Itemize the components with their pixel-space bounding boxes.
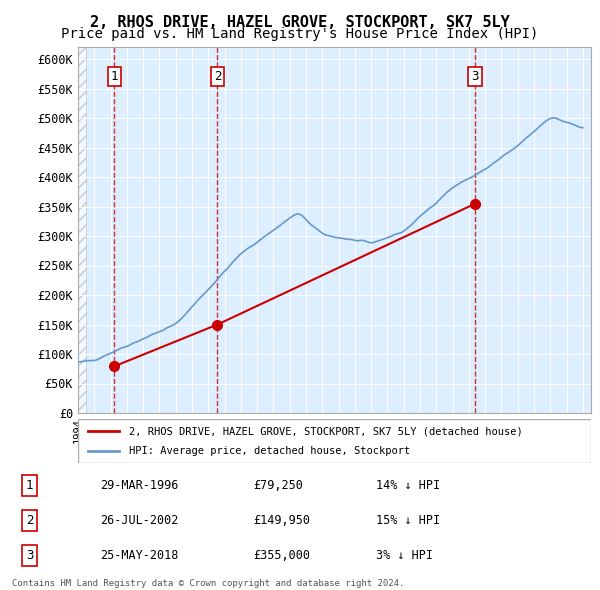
Text: 15% ↓ HPI: 15% ↓ HPI bbox=[376, 514, 440, 527]
Text: 25-MAY-2018: 25-MAY-2018 bbox=[100, 549, 178, 562]
Text: 2, RHOS DRIVE, HAZEL GROVE, STOCKPORT, SK7 5LY: 2, RHOS DRIVE, HAZEL GROVE, STOCKPORT, S… bbox=[90, 15, 510, 30]
Text: 26-JUL-2002: 26-JUL-2002 bbox=[100, 514, 178, 527]
Text: 2, RHOS DRIVE, HAZEL GROVE, STOCKPORT, SK7 5LY (detached house): 2, RHOS DRIVE, HAZEL GROVE, STOCKPORT, S… bbox=[130, 427, 523, 436]
Text: £79,250: £79,250 bbox=[253, 479, 303, 492]
Text: 2: 2 bbox=[214, 70, 221, 83]
Text: Contains HM Land Registry data © Crown copyright and database right 2024.
This d: Contains HM Land Registry data © Crown c… bbox=[12, 579, 404, 590]
FancyBboxPatch shape bbox=[78, 419, 591, 463]
Text: 1: 1 bbox=[26, 479, 33, 492]
Text: £149,950: £149,950 bbox=[253, 514, 310, 527]
Text: Price paid vs. HM Land Registry's House Price Index (HPI): Price paid vs. HM Land Registry's House … bbox=[61, 27, 539, 41]
Text: 3% ↓ HPI: 3% ↓ HPI bbox=[376, 549, 433, 562]
Text: 14% ↓ HPI: 14% ↓ HPI bbox=[376, 479, 440, 492]
Text: 29-MAR-1996: 29-MAR-1996 bbox=[100, 479, 178, 492]
Text: 3: 3 bbox=[26, 549, 33, 562]
Text: £355,000: £355,000 bbox=[253, 549, 310, 562]
Text: 3: 3 bbox=[472, 70, 479, 83]
Text: 2: 2 bbox=[26, 514, 33, 527]
Bar bbox=[78, 47, 86, 413]
Text: 1: 1 bbox=[111, 70, 118, 83]
Text: HPI: Average price, detached house, Stockport: HPI: Average price, detached house, Stoc… bbox=[130, 446, 410, 455]
